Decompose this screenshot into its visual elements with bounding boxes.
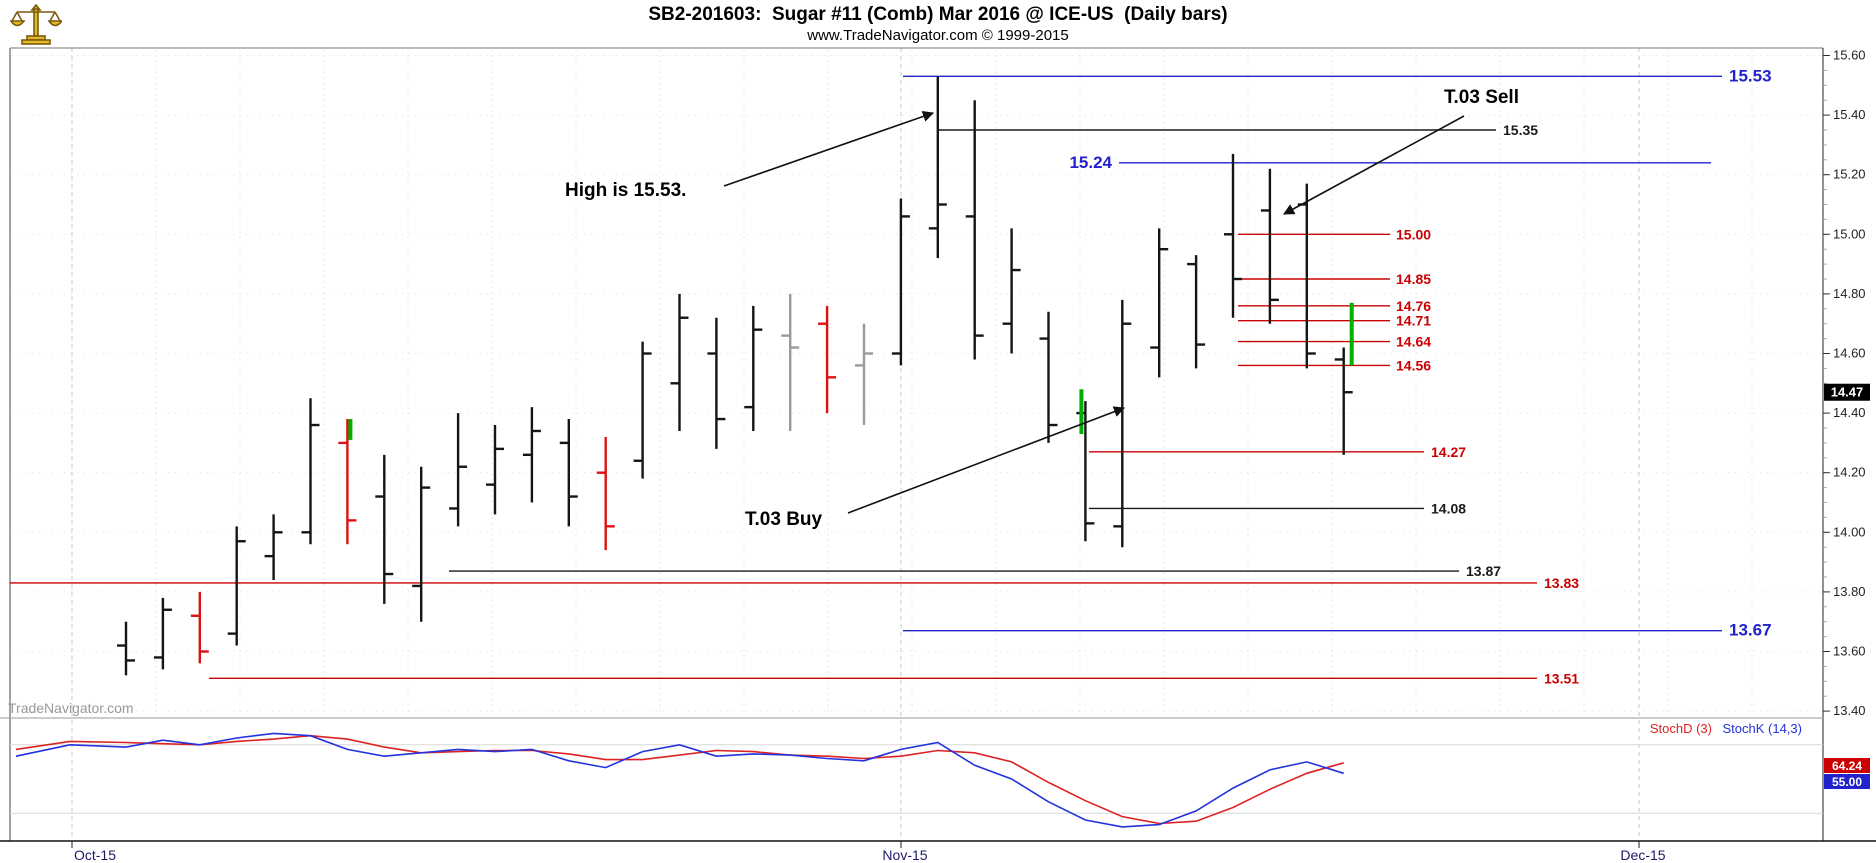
level-label: 14.85 xyxy=(1396,271,1431,287)
level-label: 14.76 xyxy=(1396,298,1431,314)
stoch-value-badge xyxy=(1824,774,1870,789)
chart-subtitle: www.TradeNavigator.com © 1999-2015 xyxy=(807,27,1069,44)
price-tick-label: 15.00 xyxy=(1833,226,1866,241)
price-tick-label: 13.60 xyxy=(1833,644,1866,659)
stoch-value-badge xyxy=(1824,758,1870,773)
level-label: 15.00 xyxy=(1396,226,1431,242)
chart-title: SB2-201603: Sugar #11 (Comb) Mar 2016 @ … xyxy=(648,4,1228,25)
price-tick-label: 14.80 xyxy=(1833,286,1866,301)
level-label: 14.08 xyxy=(1431,500,1466,516)
stoch-value-label: 64.24 xyxy=(1832,759,1862,773)
price-tick-label: 14.00 xyxy=(1833,524,1866,539)
time-axis[interactable] xyxy=(0,841,1876,863)
stoch-line xyxy=(15,734,1344,825)
level-label: 13.83 xyxy=(1544,575,1579,591)
price-tick-label: 14.40 xyxy=(1833,405,1866,420)
annotation-text: T.03 Sell xyxy=(1444,87,1519,108)
tradenavigator-logo-icon xyxy=(9,2,64,46)
stoch-series-label: StochK (14,3) xyxy=(1723,721,1803,736)
level-label: 14.64 xyxy=(1396,334,1431,350)
price-tick-label: 14.60 xyxy=(1833,346,1866,361)
level-label: 15.24 xyxy=(1069,153,1112,172)
level-label: 13.67 xyxy=(1729,621,1772,640)
level-label: 14.56 xyxy=(1396,357,1431,373)
level-label: 14.27 xyxy=(1431,444,1466,460)
price-tick-label: 15.20 xyxy=(1833,167,1866,182)
price-tick-label: 13.40 xyxy=(1833,703,1866,718)
price-tick-label: 14.20 xyxy=(1833,465,1866,480)
level-label: 13.51 xyxy=(1544,670,1579,686)
last-price-label: 14.47 xyxy=(1831,385,1864,400)
level-label: 15.53 xyxy=(1729,66,1772,85)
annotation-arrow xyxy=(1283,115,1465,215)
last-price-badge xyxy=(1824,383,1870,401)
month-label: Oct-15 xyxy=(74,847,116,863)
annotation-arrow xyxy=(847,406,1126,514)
annotation-text: High is 15.53. xyxy=(565,180,686,201)
month-label: Nov-15 xyxy=(882,847,927,863)
price-tick-label: 15.60 xyxy=(1833,48,1866,63)
chart-header: SB2-201603: Sugar #11 (Comb) Mar 2016 @ … xyxy=(0,0,1876,46)
level-label: 14.71 xyxy=(1396,313,1431,329)
month-label: Dec-15 xyxy=(1620,847,1665,863)
annotation-arrow xyxy=(723,111,935,187)
price-tick-label: 13.80 xyxy=(1833,584,1866,599)
level-label: 15.35 xyxy=(1503,122,1538,138)
watermark: TradeNavigator.com xyxy=(8,700,134,716)
price-tick-label: 15.40 xyxy=(1833,107,1866,122)
price-axis[interactable] xyxy=(1823,48,1876,841)
annotation-text: T.03 Buy xyxy=(745,509,823,530)
stoch-value-label: 55.00 xyxy=(1832,775,1862,789)
stoch-line xyxy=(15,732,1344,828)
stoch-series-label: StochD (3) xyxy=(1650,721,1712,736)
level-label: 13.87 xyxy=(1466,563,1501,579)
